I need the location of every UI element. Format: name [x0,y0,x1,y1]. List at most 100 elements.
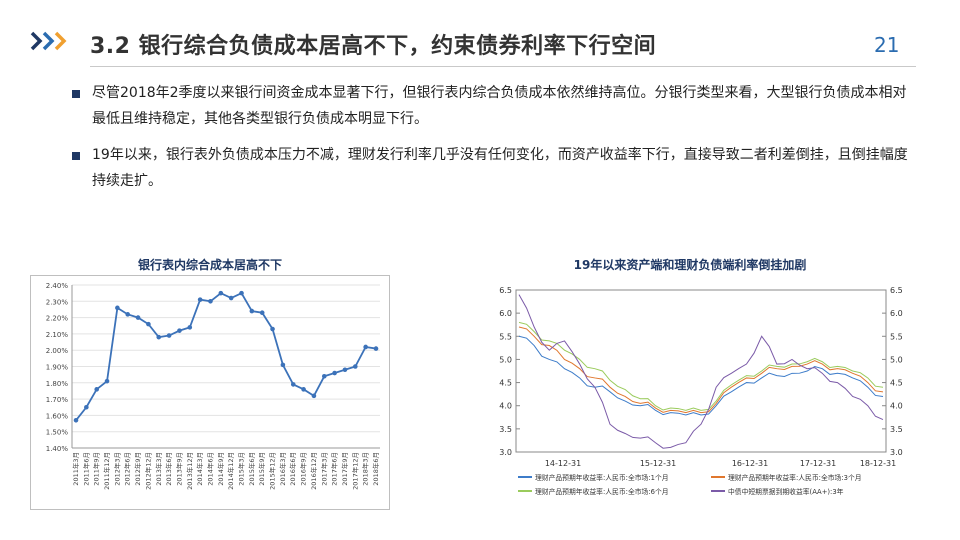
x-tick-label: 2016年9月 [299,452,308,486]
y-right-tick-label: 4.5 [890,379,903,388]
y-tick-label: 1.40% [46,445,69,453]
y-left-tick-label: 3.5 [499,425,512,434]
legend-label: 理财产品预期年收益率:人民币:全市场:6个月 [535,487,669,496]
x-tick-label: 16-12-31 [732,459,768,468]
y-right-tick-label: 6.0 [890,309,903,318]
x-tick-label: 2011年3月 [71,452,80,486]
x-tick-label: 2017年6月 [330,452,339,486]
bullet-text: 19年以来，银行表外负债成本压力不减，理财发行利率几乎没有任何变化，而资产收益率… [92,147,908,189]
bullet-item: 19年以来，银行表外负债成本压力不减，理财发行利率几乎没有任何变化，而资产收益率… [70,142,920,194]
x-tick-label: 2012年3月 [112,452,121,486]
x-tick-label: 2017年12月 [350,452,359,490]
x-tick-label: 2013年12月 [185,452,194,490]
x-tick-label: 2018年6月 [371,452,380,486]
x-tick-label: 2014年3月 [195,452,204,486]
data-point [249,308,255,314]
chart1-title: 银行表内综合成本居高不下 [137,258,282,272]
y-left-tick-label: 6.5 [499,286,512,295]
y-tick-label: 2.00% [46,347,69,355]
x-tick-label: 2011年9月 [92,452,101,486]
series-line [518,326,884,414]
data-point [301,387,306,392]
data-point [177,328,182,333]
x-tick-label: 18-12-31 [860,459,896,468]
data-point [104,378,110,384]
chart1: 1.40% 1.50% 1.60% 1.70% 1.80% 1.90% 2.00% 2.10%… [30,275,390,510]
y-right-tick-label: 4.0 [890,402,903,411]
chart2-title: 19年以来资产端和理财负债端利率倒挂加剧 [573,258,807,272]
data-point [94,387,99,392]
y-right-tick-label: 3.5 [890,425,903,434]
data-point [332,370,337,376]
y-right-tick-label: 5.5 [890,332,903,341]
y-tick-label: 2.10% [46,331,69,339]
x-tick-label: 17-12-31 [800,459,836,468]
data-point [197,297,203,302]
x-tick-label: 2018年3月 [361,452,370,486]
y-tick-label: 1.50% [46,429,69,437]
data-point [290,382,296,387]
x-tick-label: 2015年3月 [237,452,246,486]
x-tick-label: 2017年3月 [319,452,328,486]
bullet-list: 尽管2018年2季度以来银行间资金成本显著下行，但银行表内综合负债成本依然维持高… [70,80,920,204]
y-right-tick-label: 3.0 [890,448,903,457]
x-tick-label: 2012年9月 [133,452,142,486]
y-tick-label: 2.30% [46,298,69,306]
data-point [321,373,327,379]
y-left-tick-label: 4.0 [499,402,512,411]
data-point [353,364,358,369]
square-bullet-icon [72,90,80,98]
bullet-text: 尽管2018年2季度以来银行间资金成本显著下行，但银行表内综合负债成本依然维持高… [92,85,907,127]
y-left-tick-label: 6.0 [499,309,512,318]
y-right-tick-label: 6.5 [890,286,903,295]
data-point [135,315,141,320]
y-right-tick-label: 5.0 [890,355,903,364]
data-point [270,326,275,332]
x-tick-label: 2012年6月 [123,452,132,486]
series-line [518,321,884,411]
x-tick-label: 2016年3月 [278,452,287,486]
bullet-item: 尽管2018年2季度以来银行间资金成本显著下行，但银行表内综合负债成本依然维持高… [70,80,920,132]
chart1-frame [30,275,390,510]
x-tick-label: 2013年6月 [164,452,173,486]
y-tick-label: 2.40% [46,282,69,290]
plot-frame [515,289,887,453]
data-point [218,290,224,296]
x-tick-label: 2011年6月 [81,452,90,486]
page-number: 21 [874,33,900,57]
y-left-tick-label: 5.5 [499,332,512,341]
y-tick-label: 1.80% [46,380,69,388]
page-title: 3.2 银行综合负债成本居高不下，约束债券利率下行空间 [90,34,657,59]
title-divider [90,66,916,67]
y-left-tick-label: 3.0 [499,448,512,457]
data-point [259,310,265,316]
data-point [228,295,234,301]
data-point [146,321,151,327]
x-tick-label: 2014年12月 [226,452,235,490]
data-point [125,312,131,317]
series-line [518,294,884,449]
legend-label: 中债中短期票据到期收益率(AA+):3年 [728,487,844,496]
data-point [363,344,368,350]
square-bullet-icon [72,152,80,160]
chart2: 3.0 3.5 4.0 4.5 5.0 5.5 6.0 6.5 3.0 3.5 4.0 4.5 5.0 5… [488,280,918,500]
legend-label: 理财产品预期年收益率:人民币:全市场:3个月 [728,473,862,482]
x-tick-label: 2013年3月 [154,452,163,486]
y-tick-label: 1.90% [46,364,69,372]
x-tick-label: 2017年9月 [340,452,349,486]
y-tick-label: 1.60% [46,412,69,420]
y-left-tick-label: 5.0 [499,355,512,364]
chevron-arrows-icon [30,31,67,51]
data-point [115,305,120,311]
x-tick-label: 2016年6月 [288,452,297,486]
data-point [280,362,286,368]
x-tick-label: 2015年6月 [247,452,256,486]
x-tick-label: 2015年9月 [257,452,266,486]
x-tick-label: 14-12-31 [545,459,581,468]
data-point [311,393,317,399]
x-tick-label: 15-12-31 [640,459,676,468]
x-tick-label: 2011年12月 [102,452,111,490]
y-tick-label: 1.70% [46,396,69,404]
data-point [187,325,193,330]
data-point [342,367,348,373]
